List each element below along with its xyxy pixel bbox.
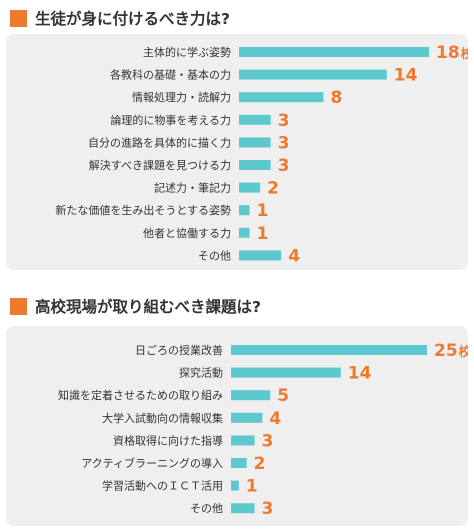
bar	[239, 69, 387, 80]
orange-square-icon	[10, 9, 27, 27]
category-label: 大学入試動向の情報収集	[102, 411, 223, 425]
category-label: その他	[198, 249, 231, 262]
category-label: 各教科の基礎・基本の力	[110, 68, 231, 82]
value-number: 3	[278, 111, 290, 131]
value-number: 3	[262, 431, 274, 451]
value-number: 1	[246, 477, 258, 497]
value-label: 3	[278, 133, 290, 153]
bar	[239, 227, 250, 238]
bar	[239, 114, 271, 125]
value-number: 1	[257, 224, 269, 244]
category-label: 新たな価値を生み出そうとする姿勢	[55, 203, 231, 217]
value-label: 1	[257, 201, 269, 221]
value-label: 8	[330, 88, 342, 108]
bar	[231, 435, 255, 446]
category-label: 自分の進路を具体的に描く力	[88, 135, 231, 149]
category-label: 探究活動	[179, 366, 223, 380]
bar	[239, 47, 429, 57]
chart-title: 生徒が身に付けるべき力は?	[35, 10, 230, 28]
value-label: 14	[348, 364, 372, 384]
category-label: その他	[190, 502, 223, 515]
section-title-issues: 高校現場が取り組むべき課題は?	[10, 296, 261, 316]
bar	[239, 92, 324, 103]
bar	[239, 137, 271, 148]
value-unit: 校	[461, 46, 468, 61]
category-label: 情報処理力・読解力	[132, 90, 231, 104]
category-label: 日ごろの授業改善	[135, 343, 223, 357]
value-label: 2	[267, 179, 279, 199]
value-label: 3	[278, 156, 290, 176]
section-title-skills: 生徒が身に付けるべき力は?	[10, 8, 230, 28]
category-label: 主体的に学ぶ姿勢	[143, 45, 231, 59]
bar	[239, 205, 250, 216]
value-number: 14	[394, 66, 418, 86]
value-label: 3	[262, 431, 274, 451]
bar	[231, 345, 427, 355]
chart-title: 高校現場が取り組むべき課題は?	[35, 298, 261, 316]
bar	[231, 458, 247, 468]
category-label: アクティブラーニングの導入	[81, 456, 223, 470]
bar	[239, 160, 271, 170]
bar	[231, 390, 271, 401]
value-label: 1	[257, 224, 269, 244]
value-number: 2	[254, 454, 266, 474]
value-label: 3	[278, 111, 290, 131]
bar	[239, 250, 282, 261]
value-number: 1	[257, 201, 269, 221]
value-label: 4	[288, 246, 300, 266]
value-number: 3	[262, 499, 274, 519]
category-label: 解決すべき課題を見つける力	[89, 158, 231, 172]
value-number: 2	[267, 179, 279, 199]
value-label: 14	[394, 66, 418, 86]
value-label: 4	[269, 409, 281, 429]
value-number: 4	[269, 409, 281, 429]
bar	[231, 480, 239, 491]
value-number: 18	[436, 43, 460, 63]
bar	[231, 503, 255, 514]
value-number: 4	[288, 246, 300, 266]
value-number: 3	[278, 133, 290, 153]
value-label: 2	[254, 454, 266, 474]
value-number: 8	[330, 88, 342, 108]
category-label: 知識を定着させるための取り組み	[58, 388, 223, 402]
value-label: 18校	[436, 43, 468, 63]
bar	[239, 182, 261, 193]
value-number: 14	[348, 364, 372, 384]
bar	[231, 412, 263, 423]
value-label: 25校	[434, 341, 468, 361]
value-label: 3	[262, 499, 274, 519]
value-label: 1	[246, 477, 258, 497]
category-label: 記述力・筆記力	[154, 181, 231, 195]
chart-panel-issues: 日ごろの授業改善 25校 探究活動 14 知識を定着させるための取り組み 5 大学入試動向の…	[6, 326, 468, 526]
category-label: 他者と協働する力	[143, 227, 231, 240]
orange-square-icon	[10, 297, 27, 315]
value-number: 25	[434, 341, 458, 361]
value-number: 3	[278, 156, 290, 176]
category-label: 学習活動へのＩＣＴ活用	[102, 479, 223, 493]
chart-panel-skills: 主体的に学ぶ姿勢 18校 各教科の基礎・基本の力 14 情報処理力・読解力 8 論理的に物事…	[6, 34, 468, 270]
value-number: 5	[277, 386, 289, 406]
value-unit: 校	[459, 344, 468, 359]
bar	[231, 367, 341, 378]
value-label: 5	[277, 386, 289, 406]
category-label: 資格取得に向けた指導	[113, 433, 223, 447]
category-label: 論理的に物事を考える力	[110, 113, 231, 127]
